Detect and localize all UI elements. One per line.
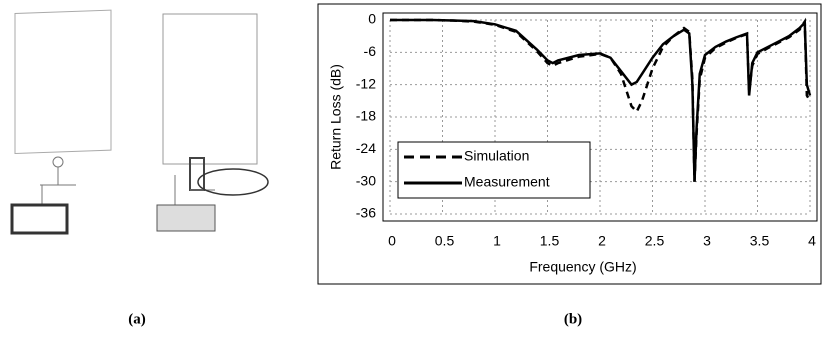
y-tick-label: -24 (356, 140, 376, 156)
x-tick-label: 0.5 (435, 233, 455, 249)
x-tick-label: 1.5 (540, 233, 560, 249)
antenna-plate (15, 10, 111, 153)
figure: (a) (b) Frequency (GHz) Return Loss (dB)… (0, 0, 822, 332)
x-tick-label: 3 (703, 233, 711, 249)
legend-label: Simulation (464, 148, 529, 164)
y-tick-label: -18 (356, 108, 376, 124)
x-axis-label: Frequency (GHz) (529, 259, 636, 275)
feed-line (40, 167, 76, 205)
panel-label: (b) (564, 311, 582, 327)
feed (53, 157, 63, 167)
page: (a) (b) Frequency (GHz) Return Loss (dB)… (0, 0, 822, 337)
x-tick-label: 4 (808, 233, 816, 249)
y-tick-label: -30 (356, 172, 376, 188)
plot: -36 -30 -24 -18 -12 -6 0 0 0.5 1 1.5 2 2.5 3 3.5 4 Simul… (356, 11, 817, 249)
connector (12, 205, 67, 233)
legend-label: Measurement (464, 174, 550, 190)
x-tick-label: 1 (493, 233, 501, 249)
antenna-illustration (12, 10, 268, 233)
x-tick-label: 2 (598, 233, 606, 249)
feed-line (175, 175, 215, 205)
y-axis-label: Return Loss (dB) (328, 64, 344, 170)
x-tick-label: 2.5 (645, 233, 665, 249)
feed (190, 158, 204, 190)
antenna-plate (163, 14, 257, 164)
y-tick-label: -6 (364, 43, 377, 59)
y-tick-label: -36 (356, 205, 376, 221)
connector (157, 205, 215, 231)
y-tick-label: 0 (368, 11, 376, 27)
y-tick-label: -12 (356, 75, 376, 91)
highlight-ellipse (198, 169, 268, 195)
x-tick-label: 0 (388, 233, 396, 249)
x-tick-label: 3.5 (750, 233, 770, 249)
panel-label: (a) (128, 311, 146, 327)
